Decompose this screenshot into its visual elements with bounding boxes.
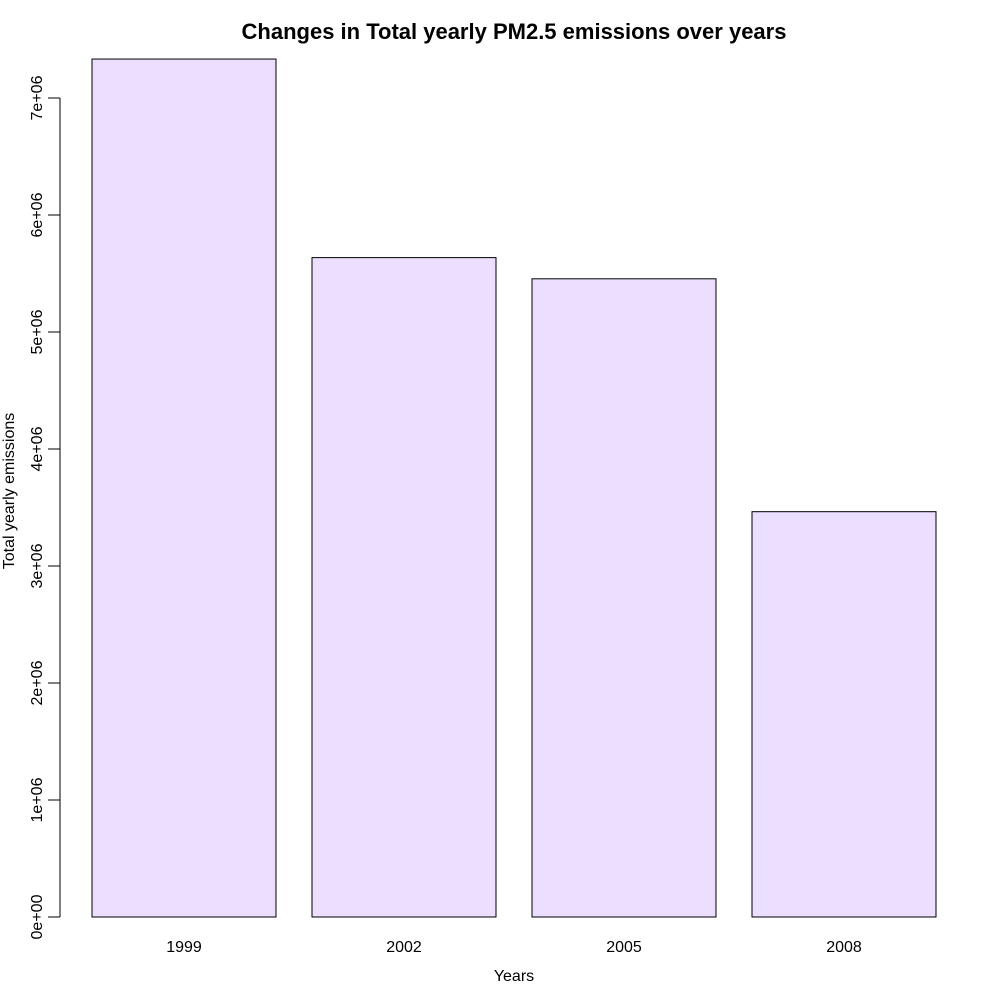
bar-2005 [531,278,717,918]
x-tick-label-2005: 2005 [606,939,642,956]
y-axis-label: Total yearly emissions [1,413,18,570]
bars-group [91,58,937,918]
bar-2002 [311,257,497,918]
y-tick-label: 1e+06 [29,777,46,822]
x-tick-label-2002: 2002 [386,939,422,956]
y-tick-label: 4e+06 [29,426,46,471]
y-tick-label: 3e+06 [29,543,46,588]
bar-2008 [751,511,937,918]
y-tick-label: 7e+06 [29,75,46,120]
x-tick-label-2008: 2008 [826,939,862,956]
y-axis: 0e+00 1e+06 2e+06 3e+06 4e+06 5e+06 6e+06 7e+06 [29,75,61,939]
x-axis-label: Years [494,968,534,985]
y-tick-label: 5e+06 [29,309,46,354]
y-tick-label: 0e+00 [29,894,46,939]
chart-title: Changes in Total yearly PM2.5 emissions … [242,19,787,44]
y-tick-label: 6e+06 [29,192,46,237]
x-axis-tick-labels: 1999 2002 2005 2008 [166,939,862,956]
y-tick-label: 2e+06 [29,660,46,705]
x-tick-label-1999: 1999 [166,939,202,956]
bar-1999 [91,58,277,918]
